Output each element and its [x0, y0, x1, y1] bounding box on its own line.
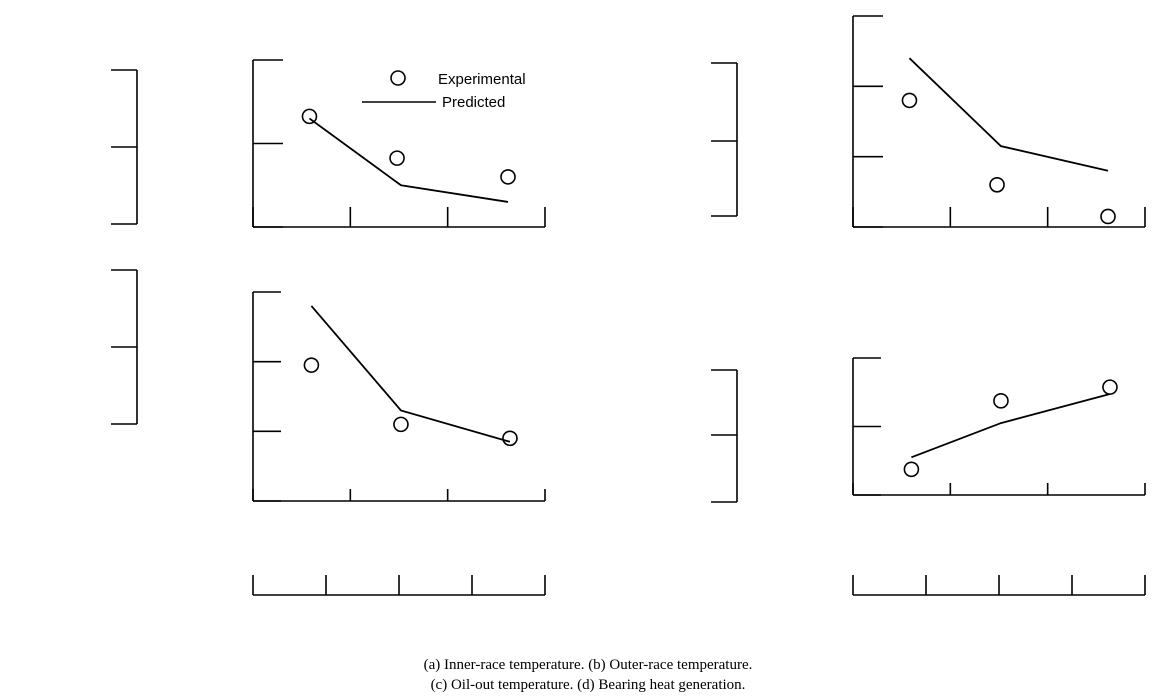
experimental-point — [502, 430, 518, 447]
legend-experimental-label: Experimental — [438, 71, 526, 88]
legend: Experimental Predicted — [362, 70, 526, 111]
experimental-point — [993, 393, 1009, 409]
experimental-point — [500, 169, 516, 185]
predicted-line — [908, 57, 1109, 172]
experimental-point — [393, 416, 409, 433]
panel-b — [711, 15, 1146, 228]
legend-experimental-marker — [390, 70, 406, 86]
figure-caption-line-1: (a) Inner-race temperature. (b) Outer-ra… — [423, 657, 753, 673]
legend-predicted-label: Predicted — [442, 94, 505, 111]
predicted-line — [911, 393, 1111, 459]
panel-a — [111, 59, 546, 228]
experimental-point — [901, 92, 918, 109]
experimental-point — [989, 177, 1005, 193]
figure-canvas: Experimental Predicted — [111, 15, 1146, 596]
experimental-point — [389, 150, 405, 166]
chart-panels — [111, 15, 1146, 596]
experimental-point — [303, 357, 320, 373]
figure-caption-line-2: (c) Oil-out temperature. (d) Bearing hea… — [430, 677, 746, 693]
experimental-point — [1102, 379, 1118, 395]
experimental-point — [1100, 208, 1116, 225]
predicted-line — [308, 117, 509, 203]
experimental-point — [903, 461, 920, 478]
experimental-point — [301, 108, 318, 125]
panel-d — [711, 357, 1146, 596]
panel-c — [111, 269, 546, 596]
predicted-line — [310, 305, 511, 443]
